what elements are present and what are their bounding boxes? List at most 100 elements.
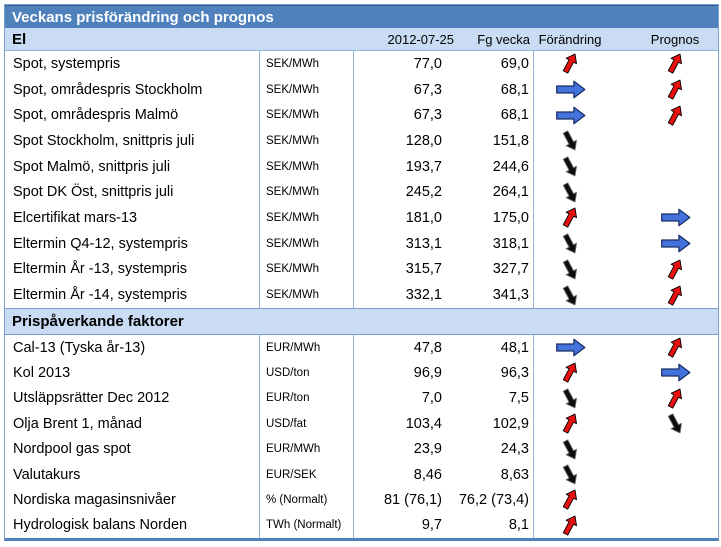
report-title: Veckans prisförändring och prognos: [12, 8, 274, 26]
table-row: Nordpool gas spot EUR/MWh 23,9 24,3: [5, 436, 718, 462]
row-unit: % (Normalt): [260, 487, 354, 513]
row-current-value: 313,1: [405, 235, 442, 252]
table-row: Olja Brent 1, månad USD/fat 103,4 102,9: [5, 411, 718, 437]
change-cell: [534, 436, 606, 461]
change-cell: [534, 513, 606, 538]
row-previous-value: 327,7: [466, 256, 534, 283]
forecast-cell: [640, 51, 710, 77]
row-current-value: 128,0: [405, 132, 442, 149]
row-unit: SEK/MWh: [260, 153, 354, 180]
row-unit: USD/fat: [260, 411, 354, 437]
table-row: Spot Malmö, snittpris juli SEK/MWh 193,7…: [5, 153, 718, 180]
forecast-arrow-icon: [661, 364, 691, 382]
change-cell: [534, 51, 606, 77]
row-label: Valutakurs: [5, 461, 260, 488]
forecast-arrow-icon: [661, 234, 691, 253]
section-header-factors: Prispåverkande faktorer: [5, 307, 718, 335]
row-previous-value: 48,1: [466, 334, 534, 361]
row-current-value: 23,9: [413, 441, 442, 458]
row-previous-value: 8,1: [466, 512, 534, 538]
change-arrow-icon: [556, 338, 586, 357]
column-header-row: El 2012-07-25 Fg vecka Förändring Progno…: [5, 28, 718, 51]
forecast-cell: [640, 231, 710, 257]
row-unit: EUR/ton: [260, 385, 354, 412]
table-row: Eltermin År -14, systempris SEK/MWh 332,…: [5, 282, 718, 308]
forecast-cell: [640, 487, 710, 512]
row-unit: SEK/MWh: [260, 51, 354, 77]
change-cell: [534, 77, 606, 103]
row-unit: SEK/MWh: [260, 128, 354, 154]
table-row: Valutakurs EUR/SEK 8,46 8,63: [5, 461, 718, 488]
change-cell: [534, 386, 606, 411]
table-row: Spot Stockholm, snittpris juli SEK/MWh 1…: [5, 128, 718, 154]
row-label: Spot, områdespris Malmö: [5, 102, 260, 129]
row-label: Eltermin Q4-12, systempris: [5, 230, 260, 257]
row-previous-value: 341,3: [466, 282, 534, 308]
row-previous-value: 318,1: [466, 230, 534, 257]
forecast-arrow-icon: [667, 413, 682, 434]
change-cell: [534, 462, 606, 487]
row-label: Elcertifikat mars-13: [5, 205, 260, 231]
row-label: Nordiska magasinsnivåer: [5, 487, 260, 513]
forecast-arrow-icon: [657, 462, 693, 487]
row-unit: SEK/MWh: [260, 205, 354, 231]
row-previous-value: 244,6: [466, 153, 534, 180]
row-current-value: 67,3: [413, 81, 442, 98]
row-unit: EUR/MWh: [260, 334, 354, 361]
table-row: Cal-13 (Tyska år-13) EUR/MWh 47,8 48,1: [5, 334, 718, 361]
change-arrow-icon: [562, 464, 577, 485]
change-cell: [534, 257, 606, 283]
change-cell: [534, 360, 606, 385]
forecast-cell: [640, 282, 710, 308]
row-label: Eltermin År -13, systempris: [5, 256, 260, 283]
change-arrow-icon: [556, 80, 586, 99]
row-label: Nordpool gas spot: [5, 436, 260, 462]
row-current-value: 96,9: [413, 364, 442, 381]
forecast-cell: [640, 179, 710, 205]
forecast-arrow-icon: [667, 53, 682, 74]
row-previous-value: 24,3: [466, 436, 534, 462]
change-arrow-icon: [562, 130, 577, 151]
row-current-value: 9,7: [421, 517, 442, 534]
row-label: Olja Brent 1, månad: [5, 411, 260, 437]
forecast-cell: [640, 102, 710, 128]
change-cell: [534, 154, 606, 180]
row-unit: SEK/MWh: [260, 179, 354, 206]
row-label: Eltermin År -14, systempris: [5, 282, 260, 308]
row-previous-value: 8,63: [466, 461, 534, 488]
row-current-value: 7,0: [421, 390, 442, 407]
forecast-cell: [640, 513, 710, 538]
row-label: Cal-13 (Tyska år-13): [5, 334, 260, 361]
forecast-arrow-icon: [667, 79, 682, 100]
row-unit: TWh (Normalt): [260, 512, 354, 538]
forecast-cell: [640, 360, 710, 385]
change-arrow-icon: [562, 490, 577, 510]
column-header-change: Förändring: [538, 31, 602, 47]
table-row: Hydrologisk balans Norden TWh (Normalt) …: [5, 512, 718, 538]
row-previous-value: 264,1: [466, 179, 534, 206]
change-arrow-icon: [562, 208, 577, 229]
forecast-cell: [640, 77, 710, 103]
row-current-value: 193,7: [405, 158, 442, 175]
row-current-value: 103,4: [405, 415, 442, 432]
change-cell: [534, 128, 606, 154]
row-label: Kol 2013: [5, 360, 260, 386]
row-previous-value: 102,9: [466, 411, 534, 437]
table-row: Spot DK Öst, snittpris juli SEK/MWh 245,…: [5, 179, 718, 206]
row-unit: EUR/SEK: [260, 461, 354, 488]
row-label: Hydrologisk balans Norden: [5, 512, 260, 538]
table-row: Eltermin Q4-12, systempris SEK/MWh 313,1…: [5, 230, 718, 257]
forecast-cell: [640, 335, 710, 360]
change-cell: [534, 411, 606, 436]
forecast-cell: [640, 128, 710, 154]
change-arrow-icon: [562, 233, 577, 254]
change-arrow-icon: [556, 106, 586, 125]
row-current-value: 315,7: [405, 261, 442, 278]
change-arrow-icon: [562, 182, 577, 203]
row-unit: USD/ton: [260, 360, 354, 386]
forecast-cell: [640, 205, 710, 231]
row-previous-value: 68,1: [466, 76, 534, 103]
forecast-arrow-icon: [667, 259, 682, 280]
change-arrow-icon: [562, 156, 577, 177]
change-arrow-icon: [562, 363, 577, 384]
